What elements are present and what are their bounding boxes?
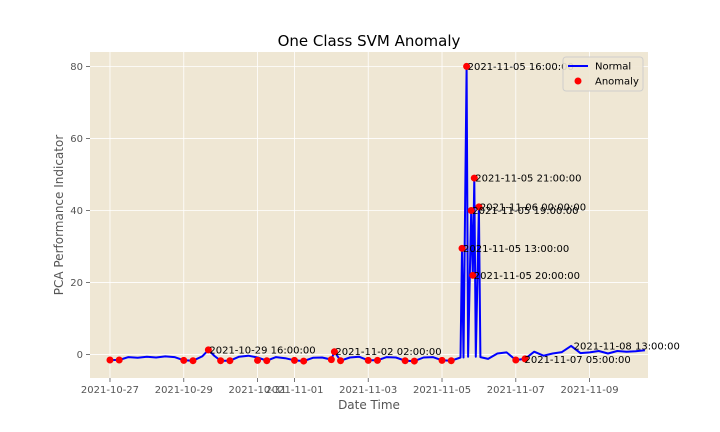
anomaly-point [469,271,477,279]
anomaly-annotation: 2021-11-05 21:00:00 [475,174,581,185]
grid [90,52,648,378]
anomaly-point [330,348,338,356]
anomaly-point [463,62,471,70]
y-axis-label: PCA Performance Indicator [52,135,66,296]
anomaly-point [290,356,298,364]
anomaly-annotation: 2021-11-06 00:00:00 [480,202,586,213]
anomaly-point [447,357,455,365]
x-tick-label: 2021-10-29 [155,385,213,396]
x-tick-label: 2021-10-27 [81,385,139,396]
anomaly-point [410,357,418,365]
anomaly-annotation: 2021-11-05 13:00:00 [463,244,569,255]
anomaly-point [364,356,372,364]
plot-area [90,52,648,378]
chart-title: One Class SVM Anomaly [278,32,461,50]
anomaly-annotation: 2021-11-07 05:00:00 [524,355,630,366]
anomaly-point [217,357,225,365]
anomaly-point [467,206,475,214]
anomaly-point [327,356,335,364]
anomaly-annotations: 2021-11-05 16:00:00 2021-11-05 21:00:00 20… [209,62,680,366]
y-tick-label: 60 [70,134,83,145]
y-tick-label: 40 [70,206,83,217]
y-tick-label: 20 [70,278,83,289]
y-tick-label: 80 [70,62,83,73]
anomaly-point [189,357,197,365]
legend: Normal Anomaly [562,56,644,92]
anomaly-point [300,357,308,365]
anomaly-point [373,356,381,364]
x-tick-label: 2021-11-01 [265,385,323,396]
x-tick-label: 2021-11-07 [487,385,545,396]
anomaly-annotation: 2021-11-05 19:00:00 [472,206,578,217]
x-tick-label: 2021-11-09 [561,385,619,396]
anomaly-point [438,356,446,364]
x-tick-label: 2021-10-31 [228,385,286,396]
anomaly-annotation: 2021-11-02 02:00:00 [335,347,441,358]
x-tick-label: 2021-11-05 [413,385,471,396]
anomaly-point [512,356,520,364]
anomaly-point [263,357,271,365]
y-tick-label: 0 [77,350,83,361]
anomaly-annotation: 2021-10-29 16:00:00 [209,345,315,356]
anomaly-point [115,356,123,364]
anomaly-point [475,203,483,211]
anomaly-annotation: 2021-11-05 20:00:00 [474,271,580,282]
legend-normal-label: Normal [595,62,631,73]
anomaly-annotation: 2021-11-08 13:00:00 [574,341,680,352]
anomaly-series-points [106,62,529,365]
anomaly-point [521,355,529,363]
anomaly-point [254,356,262,364]
anomaly-point [401,357,409,365]
anomaly-point [470,174,478,182]
anomaly-point [226,357,234,365]
anomaly-point [204,346,212,354]
anomaly-annotation: 2021-11-05 16:00:00 [468,62,574,73]
anomaly-point [106,356,114,364]
legend-anomaly-label: Anomaly [595,77,639,88]
anomaly-point [337,357,345,365]
anomaly-point [180,356,188,364]
x-axis-label: Date Time [338,398,400,412]
x-tick-label: 2021-11-03 [339,385,397,396]
anomaly-point [458,244,466,252]
legend-anomaly-swatch [574,77,582,85]
